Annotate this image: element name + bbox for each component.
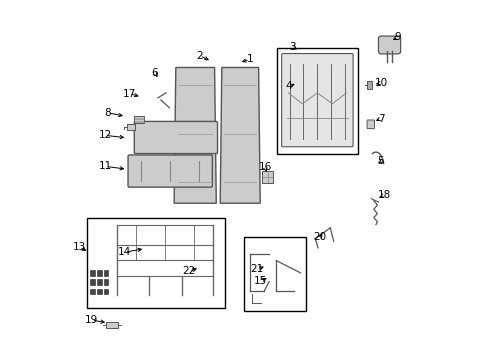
Bar	[97, 270, 102, 276]
Text: 11: 11	[99, 161, 112, 171]
Text: 3: 3	[289, 42, 295, 52]
Text: 8: 8	[104, 108, 111, 118]
Text: 13: 13	[73, 242, 86, 252]
Polygon shape	[174, 67, 216, 203]
Bar	[97, 279, 102, 285]
Bar	[103, 270, 108, 276]
Text: 20: 20	[313, 232, 326, 242]
Bar	[126, 123, 135, 130]
Text: 10: 10	[374, 78, 386, 88]
FancyBboxPatch shape	[378, 36, 400, 54]
Bar	[276, 48, 357, 154]
Bar	[90, 289, 95, 294]
FancyBboxPatch shape	[134, 121, 217, 154]
Text: 15: 15	[253, 276, 266, 286]
Text: 4: 4	[285, 81, 292, 91]
Text: 14: 14	[118, 247, 131, 257]
Bar	[90, 279, 95, 285]
Text: 17: 17	[122, 89, 136, 99]
Text: 2: 2	[196, 51, 203, 61]
Bar	[103, 289, 108, 294]
Text: 22: 22	[182, 266, 195, 276]
Bar	[366, 81, 372, 89]
Polygon shape	[220, 67, 260, 203]
Bar	[97, 289, 102, 294]
Text: 12: 12	[99, 130, 112, 140]
FancyBboxPatch shape	[366, 120, 374, 129]
Bar	[86, 218, 225, 308]
Text: 18: 18	[377, 190, 390, 200]
Text: 16: 16	[258, 162, 271, 172]
Text: 19: 19	[85, 315, 98, 325]
FancyBboxPatch shape	[128, 155, 212, 187]
Bar	[90, 270, 95, 276]
Bar	[103, 279, 108, 285]
Text: 6: 6	[151, 68, 158, 78]
Text: 21: 21	[250, 264, 263, 274]
Text: 7: 7	[377, 113, 384, 123]
Bar	[244, 237, 305, 311]
Text: 5: 5	[377, 157, 384, 166]
Bar	[134, 116, 144, 123]
Text: 9: 9	[394, 32, 401, 42]
Bar	[262, 171, 272, 183]
Bar	[106, 322, 118, 328]
Text: 1: 1	[246, 54, 253, 64]
FancyBboxPatch shape	[281, 54, 352, 147]
